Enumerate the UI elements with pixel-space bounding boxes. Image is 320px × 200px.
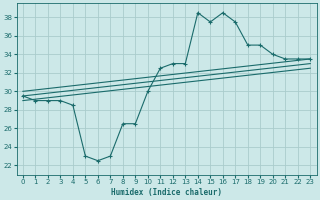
X-axis label: Humidex (Indice chaleur): Humidex (Indice chaleur) [111, 188, 222, 197]
